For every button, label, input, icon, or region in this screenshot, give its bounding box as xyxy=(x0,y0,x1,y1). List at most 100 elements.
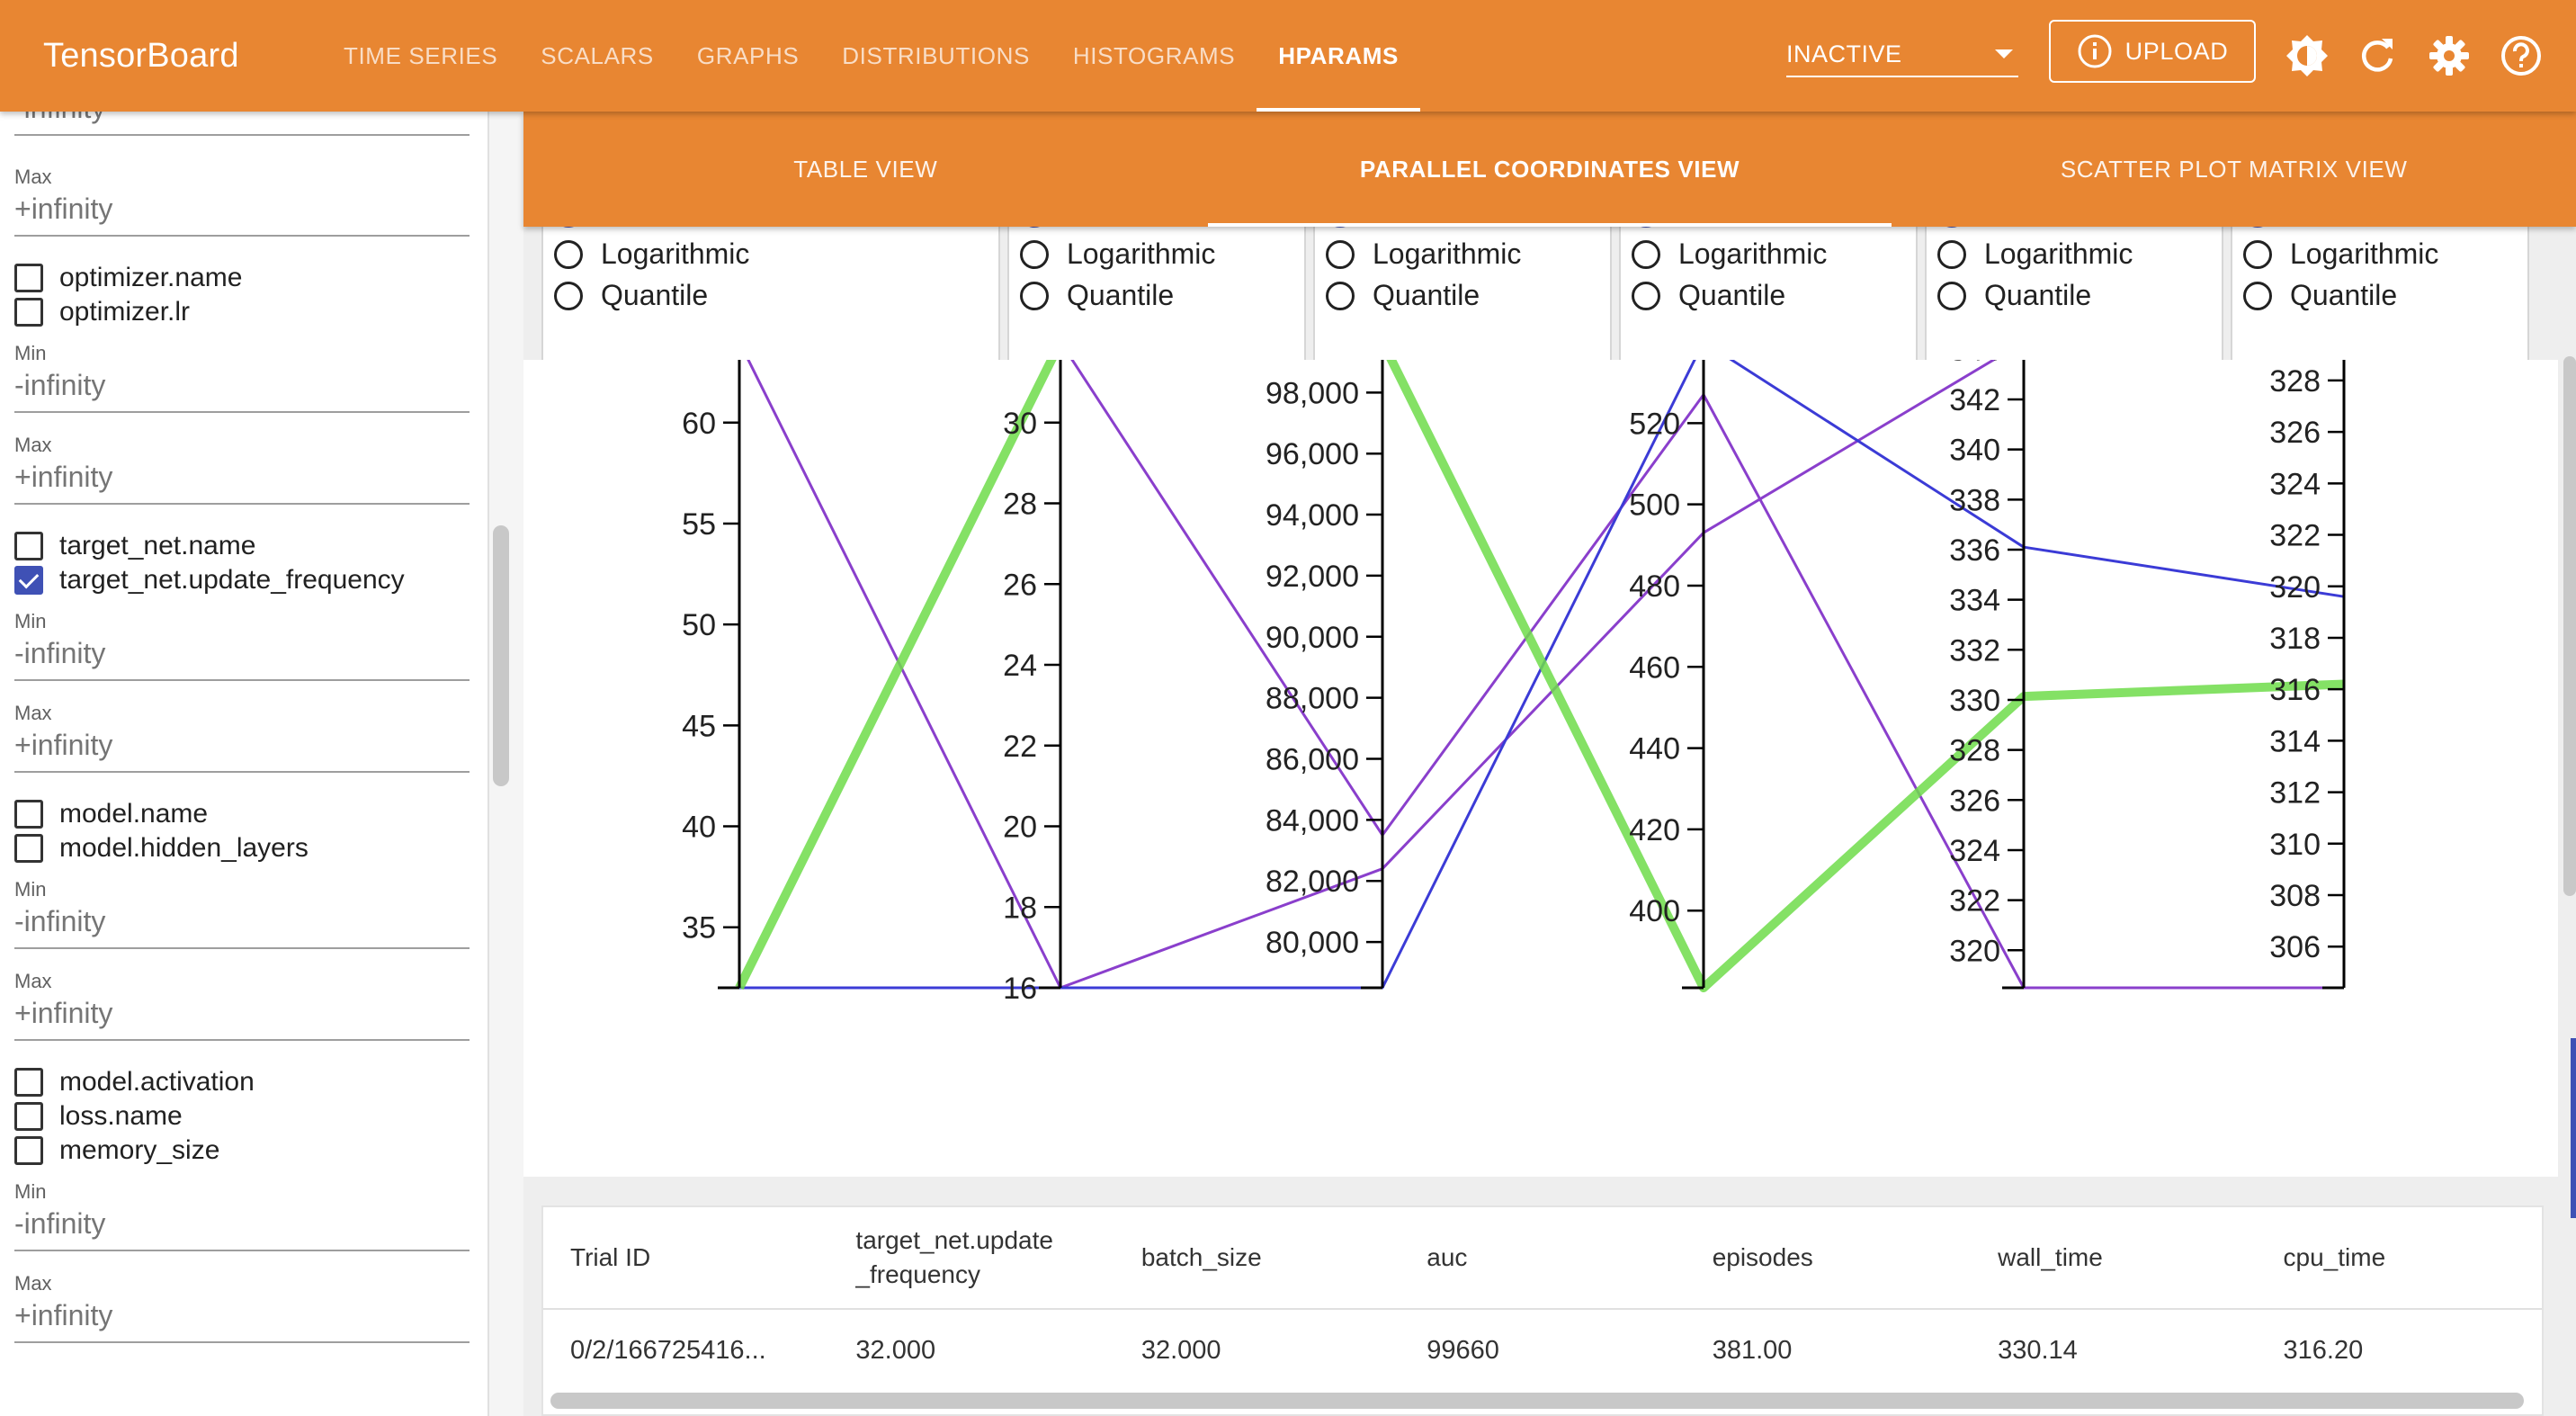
scale-option-quantile[interactable]: Quantile xyxy=(2243,279,2397,312)
hparam-checkbox-row[interactable]: target_net.update_frequency xyxy=(14,563,470,597)
column-header[interactable]: episodes xyxy=(1686,1207,1971,1308)
radio-icon[interactable] xyxy=(554,239,583,269)
max-value-field[interactable]: +infinity xyxy=(14,193,470,237)
checkbox-icon[interactable] xyxy=(14,264,43,292)
scale-option-logarithmic[interactable]: Logarithmic xyxy=(1937,237,2133,271)
parallel-coordinates-chart[interactable]: arget_net.update_frequency354045505560ba… xyxy=(523,360,2558,1177)
table-horizontal-scrollbar[interactable] xyxy=(550,1393,2524,1409)
scale-option-logarithmic[interactable]: Logarithmic xyxy=(1326,237,1521,271)
refresh-icon[interactable] xyxy=(2355,33,2400,78)
column-header[interactable]: batch_size xyxy=(1114,1207,1400,1308)
table-cell: 32.000 xyxy=(855,1335,936,1365)
checkbox-icon[interactable] xyxy=(14,800,43,829)
tab-scalars[interactable]: SCALARS xyxy=(541,41,654,69)
main-content: LinearLogarithmicQuantileLinearLogarithm… xyxy=(523,112,2576,1416)
hparam-checkbox-row[interactable]: model.hidden_layers xyxy=(14,831,470,865)
column-header[interactable]: Trial ID xyxy=(543,1207,828,1308)
run-status-value: INACTIVE xyxy=(1786,40,1902,67)
tick-label: 30 xyxy=(1003,407,1037,441)
radio-icon[interactable] xyxy=(2243,239,2272,269)
min-value-field[interactable]: -infinity xyxy=(14,369,470,413)
radio-icon[interactable] xyxy=(1632,239,1660,269)
checkbox-checked-icon[interactable] xyxy=(14,566,43,595)
checkbox-icon[interactable] xyxy=(14,1102,43,1131)
column-header-label: Trial ID xyxy=(570,1243,651,1271)
radio-icon[interactable] xyxy=(1020,281,1049,310)
hparam-checkbox-row[interactable]: optimizer.lr xyxy=(14,295,470,329)
subtab-parallel-coordinates-view[interactable]: PARALLEL COORDINATES VIEW xyxy=(1207,112,1892,227)
sidebar-scrollbar[interactable] xyxy=(493,525,509,786)
checkbox-icon[interactable] xyxy=(14,298,43,327)
trial-line[interactable] xyxy=(735,360,2345,992)
radio-icon[interactable] xyxy=(1632,281,1660,310)
max-value-field[interactable]: +infinity xyxy=(14,461,470,505)
radio-icon[interactable] xyxy=(554,281,583,310)
scale-option-quantile[interactable]: Quantile xyxy=(1937,279,2091,312)
tick-label: 314 xyxy=(2269,724,2321,758)
hparam-checkbox-row[interactable]: memory_size xyxy=(14,1134,470,1168)
radio-icon[interactable] xyxy=(1937,281,1966,310)
tick-label: 344 xyxy=(1949,360,2000,367)
scale-option-quantile[interactable]: Quantile xyxy=(1020,279,1174,312)
settings-icon[interactable] xyxy=(2427,33,2472,78)
trial-line[interactable] xyxy=(739,360,2345,990)
scale-option-quantile[interactable]: Quantile xyxy=(1632,279,1785,312)
help-icon[interactable] xyxy=(2499,33,2544,78)
tick-label: 35 xyxy=(682,911,716,945)
tab-time-series[interactable]: TIME SERIES xyxy=(344,41,498,69)
upload-button[interactable]: UPLOAD xyxy=(2049,20,2256,83)
tab-graphs[interactable]: GRAPHS xyxy=(696,41,800,69)
max-value-field[interactable]: +infinity xyxy=(14,1299,470,1343)
table-row[interactable]: 0/2/166725416... 32.000 32.000 99660 381.00 3… xyxy=(543,1308,2542,1391)
column-header-label: cpu_time xyxy=(2283,1243,2386,1271)
checkbox-icon[interactable] xyxy=(14,834,43,863)
main-scrollbar[interactable] xyxy=(2563,356,2576,896)
filter-value-field[interactable]: -infinity xyxy=(14,112,470,136)
radio-icon[interactable] xyxy=(1020,239,1049,269)
scale-option-quantile[interactable]: Quantile xyxy=(1326,279,1480,312)
trial-line[interactable] xyxy=(739,360,2344,990)
column-header[interactable]: auc xyxy=(1400,1207,1685,1308)
hparam-checkbox-row[interactable]: model.activation xyxy=(14,1065,470,1099)
brightness-icon[interactable] xyxy=(2285,33,2330,78)
hparam-checkbox-row[interactable]: loss.name xyxy=(14,1099,470,1134)
hparam-checkbox-label: optimizer.name xyxy=(59,263,243,292)
hparam-checkbox-row[interactable]: model.name xyxy=(14,797,470,831)
tick-label: 312 xyxy=(2269,776,2321,811)
checkbox-icon[interactable] xyxy=(14,1136,43,1165)
min-value-field[interactable]: -infinity xyxy=(14,905,470,949)
scale-option-logarithmic[interactable]: Logarithmic xyxy=(1020,237,1215,271)
checkbox-icon[interactable] xyxy=(14,532,43,560)
tick-label: 324 xyxy=(2269,467,2321,501)
subtab-scatter-plot-matrix-view[interactable]: SCATTER PLOT MATRIX VIEW xyxy=(2060,155,2408,183)
max-value-field[interactable]: +infinity xyxy=(14,997,470,1041)
min-value-field[interactable]: -infinity xyxy=(14,1207,470,1251)
min-value-field[interactable]: -infinity xyxy=(14,637,470,681)
subtab-table-view[interactable]: TABLE VIEW xyxy=(793,155,938,183)
hparam-checkbox-row[interactable]: optimizer.name xyxy=(14,261,470,295)
scale-option-quantile[interactable]: Quantile xyxy=(554,279,708,312)
tab-distributions[interactable]: DISTRIBUTIONS xyxy=(842,41,1030,69)
column-header[interactable]: cpu_time xyxy=(2257,1207,2542,1308)
column-header[interactable]: wall_time xyxy=(1971,1207,2256,1308)
tick-label: 22 xyxy=(1003,730,1037,764)
checkbox-icon[interactable] xyxy=(14,1068,43,1097)
tick-label: 326 xyxy=(2269,416,2321,450)
max-label: Max xyxy=(14,970,52,992)
hparam-checkbox-row[interactable]: target_net.name xyxy=(14,529,470,563)
scale-option-logarithmic[interactable]: Logarithmic xyxy=(1632,237,1827,271)
scale-option-label: Quantile xyxy=(1373,279,1480,311)
radio-icon[interactable] xyxy=(1326,239,1355,269)
tab-hparams[interactable]: HPARAMS xyxy=(1257,0,1420,112)
radio-icon[interactable] xyxy=(1937,239,1966,269)
trial-line[interactable] xyxy=(739,360,2344,990)
scale-option-logarithmic[interactable]: Logarithmic xyxy=(2243,237,2438,271)
tab-histograms[interactable]: HISTOGRAMS xyxy=(1072,41,1236,69)
radio-icon[interactable] xyxy=(1326,281,1355,310)
scale-option-logarithmic[interactable]: Logarithmic xyxy=(554,237,749,271)
run-status-select[interactable]: INACTIVE xyxy=(1786,32,2018,77)
column-header[interactable]: target_net.update _frequency xyxy=(828,1207,1114,1308)
max-value-field[interactable]: +infinity xyxy=(14,729,470,773)
radio-icon[interactable] xyxy=(2243,281,2272,310)
table-cell: 316.20 xyxy=(2283,1335,2364,1365)
